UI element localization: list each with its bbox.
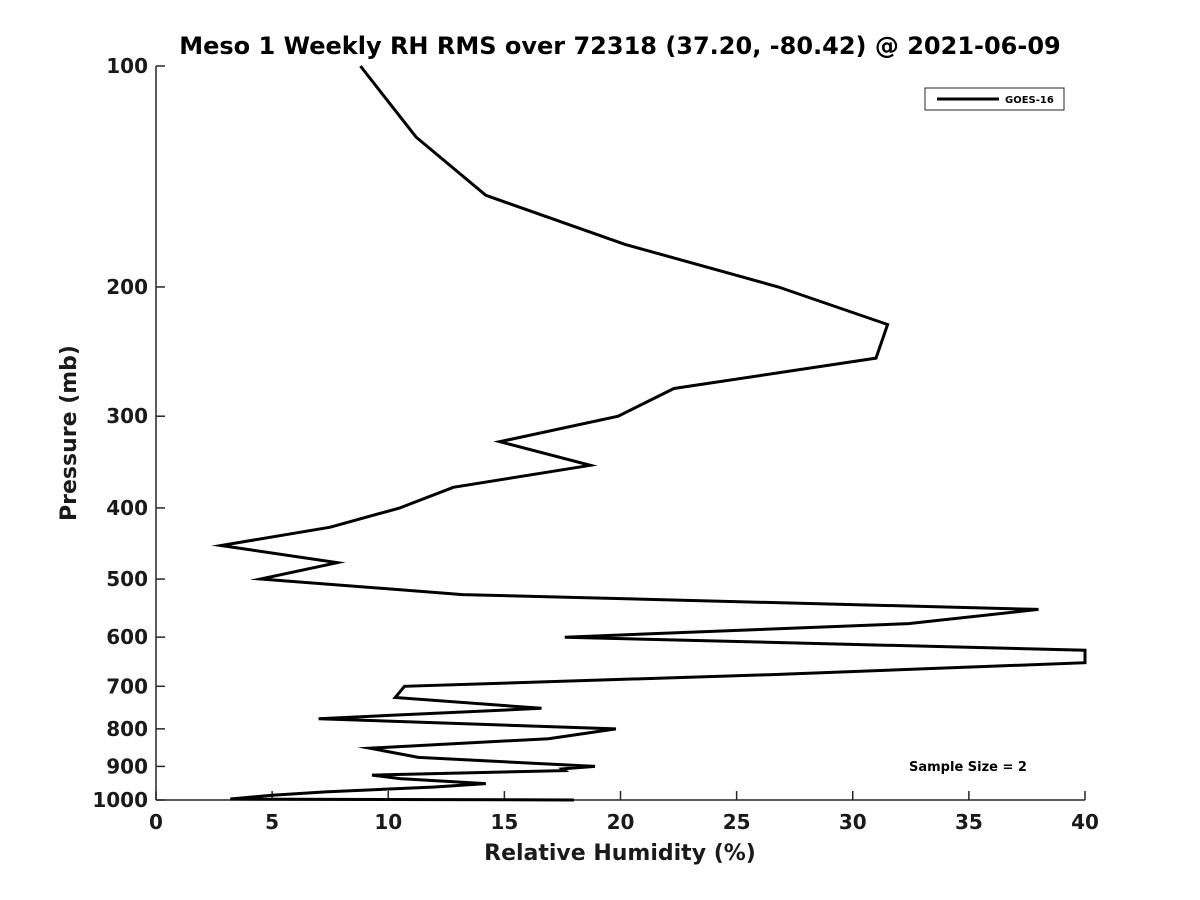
x-tick-label: 0: [149, 810, 163, 834]
x-tick-label: 15: [490, 810, 518, 834]
legend-label-goes-16: GOES-16: [1005, 95, 1054, 106]
y-axis-label: Pressure (mb): [57, 345, 82, 521]
y-tick-label: 300: [106, 404, 148, 428]
chart-title: Meso 1 Weekly RH RMS over 72318 (37.20, …: [179, 32, 1061, 60]
y-tick-label: 1000: [92, 788, 148, 812]
x-tick-label: 40: [1071, 810, 1099, 834]
x-tick-label: 35: [955, 810, 983, 834]
y-tick-label: 500: [106, 567, 148, 591]
y-tick-label: 100: [106, 54, 148, 78]
y-tick-label: 200: [106, 275, 148, 299]
y-axis-ticks: 100 200 300 400 500 600 700 800 900 1000: [92, 54, 165, 812]
x-tick-label: 10: [374, 810, 402, 834]
x-tick-label: 20: [607, 810, 635, 834]
x-axis-label: Relative Humidity (%): [484, 841, 756, 866]
x-tick-label: 5: [265, 810, 279, 834]
x-tick-label: 30: [839, 810, 867, 834]
x-axis-ticks: 0 5 10 15 20 25 30 35 40: [149, 791, 1099, 834]
y-tick-label: 900: [106, 754, 148, 778]
legend: GOES-16: [924, 87, 1065, 111]
series-line-goes-16: [211, 65, 1087, 802]
sample-size-annotation: Sample Size = 2: [909, 760, 1027, 775]
plot-frame: [155, 66, 1085, 801]
y-tick-label: 400: [106, 496, 148, 520]
x-tick-label: 25: [723, 810, 751, 834]
y-tick-label: 700: [106, 674, 148, 698]
y-tick-label: 600: [106, 625, 148, 649]
y-tick-label: 800: [106, 717, 148, 741]
series-layer: [211, 65, 1087, 802]
